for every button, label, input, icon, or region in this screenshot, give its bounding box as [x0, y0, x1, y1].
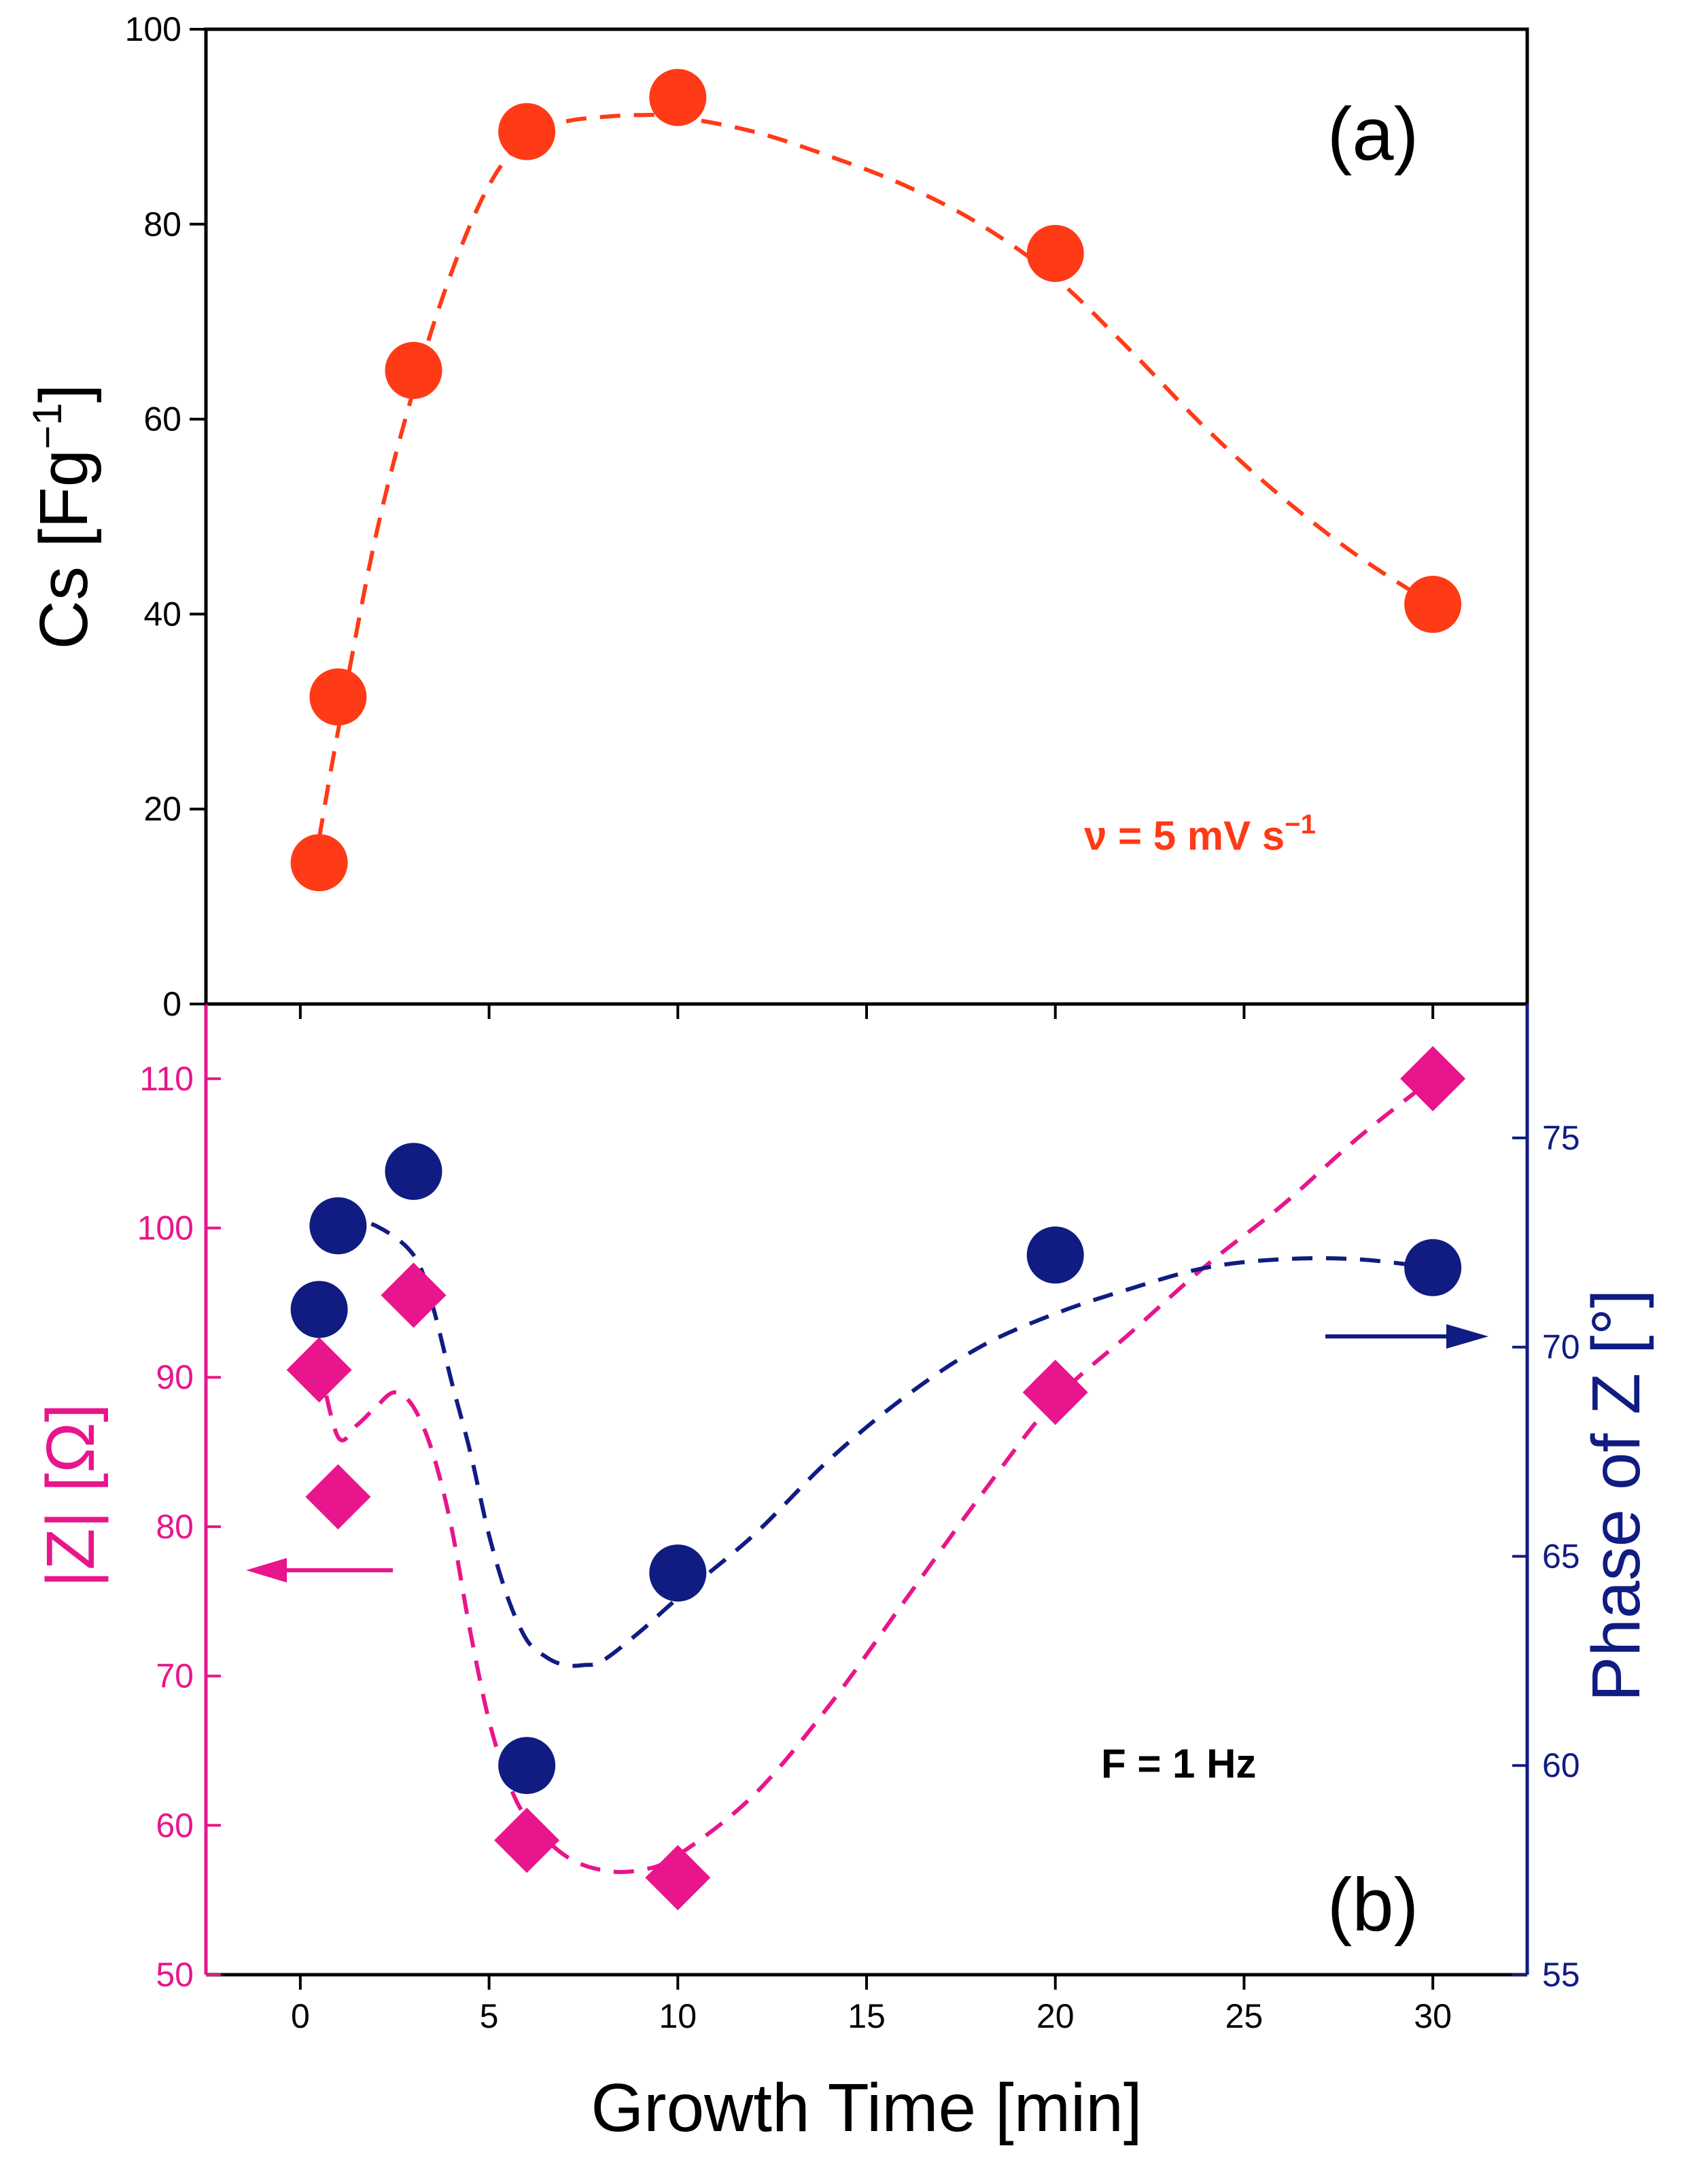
y-tick-label-left-b: 100 — [137, 1209, 194, 1247]
phase-point — [290, 1281, 348, 1338]
x-axis-title: Growth Time [min] — [591, 2070, 1142, 2146]
y-tick-label-a: 60 — [143, 400, 181, 438]
x-tick-label: 20 — [1036, 1997, 1075, 2035]
y-tick-label-left-b: 70 — [156, 1657, 194, 1695]
y-tick-label-a: 20 — [143, 790, 181, 828]
phase-point — [1404, 1239, 1462, 1296]
panel-b-label: (b) — [1327, 1863, 1418, 1947]
y-tick-label-a: 100 — [125, 10, 181, 48]
z-magnitude-point — [286, 1337, 352, 1403]
x-tick-label: 30 — [1414, 1997, 1452, 2035]
y-tick-label-right-b: 70 — [1542, 1328, 1580, 1366]
z-magnitude-point — [1400, 1045, 1466, 1111]
cs-point — [290, 834, 348, 892]
y-axis-title-left-b: |Z| [Ω] — [33, 1403, 109, 1587]
cs-point — [1404, 576, 1462, 634]
phase-point — [498, 1737, 556, 1795]
y-tick-label-a: 80 — [143, 205, 181, 243]
x-tick-label: 0 — [291, 1997, 310, 2035]
y-tick-label-left-b: 80 — [156, 1508, 194, 1546]
right-axis-arrowhead — [1446, 1324, 1488, 1349]
cs-point — [385, 341, 442, 399]
panel-a-label: (a) — [1327, 92, 1418, 176]
y-axis-title-right-b: Phase of Z [°] — [1578, 1290, 1654, 1702]
phase-point — [309, 1197, 367, 1255]
phase-fit-line — [337, 1215, 1433, 1668]
cs-point — [649, 69, 707, 126]
z-magnitude-point — [494, 1807, 560, 1873]
z-magnitude-fit-line — [317, 1077, 1434, 1874]
z-magnitude-point — [645, 1845, 711, 1911]
y-tick-label-right-b: 55 — [1542, 1956, 1580, 1994]
y-tick-label-left-b: 50 — [156, 1956, 194, 1994]
panel-b: 50 60 70 80 90 100 110 55 60 65 70 75 0 5 10 15 20 25 30 — [137, 1045, 1580, 2035]
x-tick-label: 5 — [480, 1997, 499, 2035]
phase-point — [385, 1143, 442, 1200]
left-axis-arrowhead — [246, 1558, 287, 1582]
y-tick-label-right-b: 60 — [1542, 1746, 1580, 1784]
y-tick-label-right-b: 75 — [1542, 1119, 1580, 1157]
z-magnitude-point — [381, 1262, 447, 1328]
cs-point — [1026, 224, 1084, 282]
panel-a: 0 20 40 60 80 100 — [125, 10, 1462, 1023]
cs-point — [309, 668, 367, 726]
scan-rate-annotation: ν = 5 mV s−1 — [1084, 810, 1316, 859]
y-tick-label-left-b: 110 — [139, 1060, 194, 1098]
y-tick-label-left-b: 60 — [156, 1806, 194, 1844]
y-tick-label-a: 40 — [143, 595, 181, 633]
x-tick-label: 10 — [659, 1997, 697, 2035]
z-magnitude-point — [1022, 1360, 1088, 1425]
x-tick-label: 25 — [1225, 1997, 1263, 2035]
y-axis-title-a: Cs [Fg−1] — [24, 384, 102, 650]
phase-point — [649, 1544, 707, 1602]
cs-fit-line — [317, 113, 1434, 839]
x-tick-label: 15 — [848, 1997, 886, 2035]
y-tick-label-a: 0 — [162, 985, 181, 1023]
frequency-annotation: F = 1 Hz — [1101, 1741, 1256, 1786]
y-tick-label-left-b: 90 — [156, 1358, 194, 1396]
z-magnitude-point — [305, 1464, 371, 1529]
y-tick-label-right-b: 65 — [1542, 1537, 1580, 1575]
phase-point — [1026, 1226, 1084, 1284]
cs-point — [498, 103, 556, 160]
